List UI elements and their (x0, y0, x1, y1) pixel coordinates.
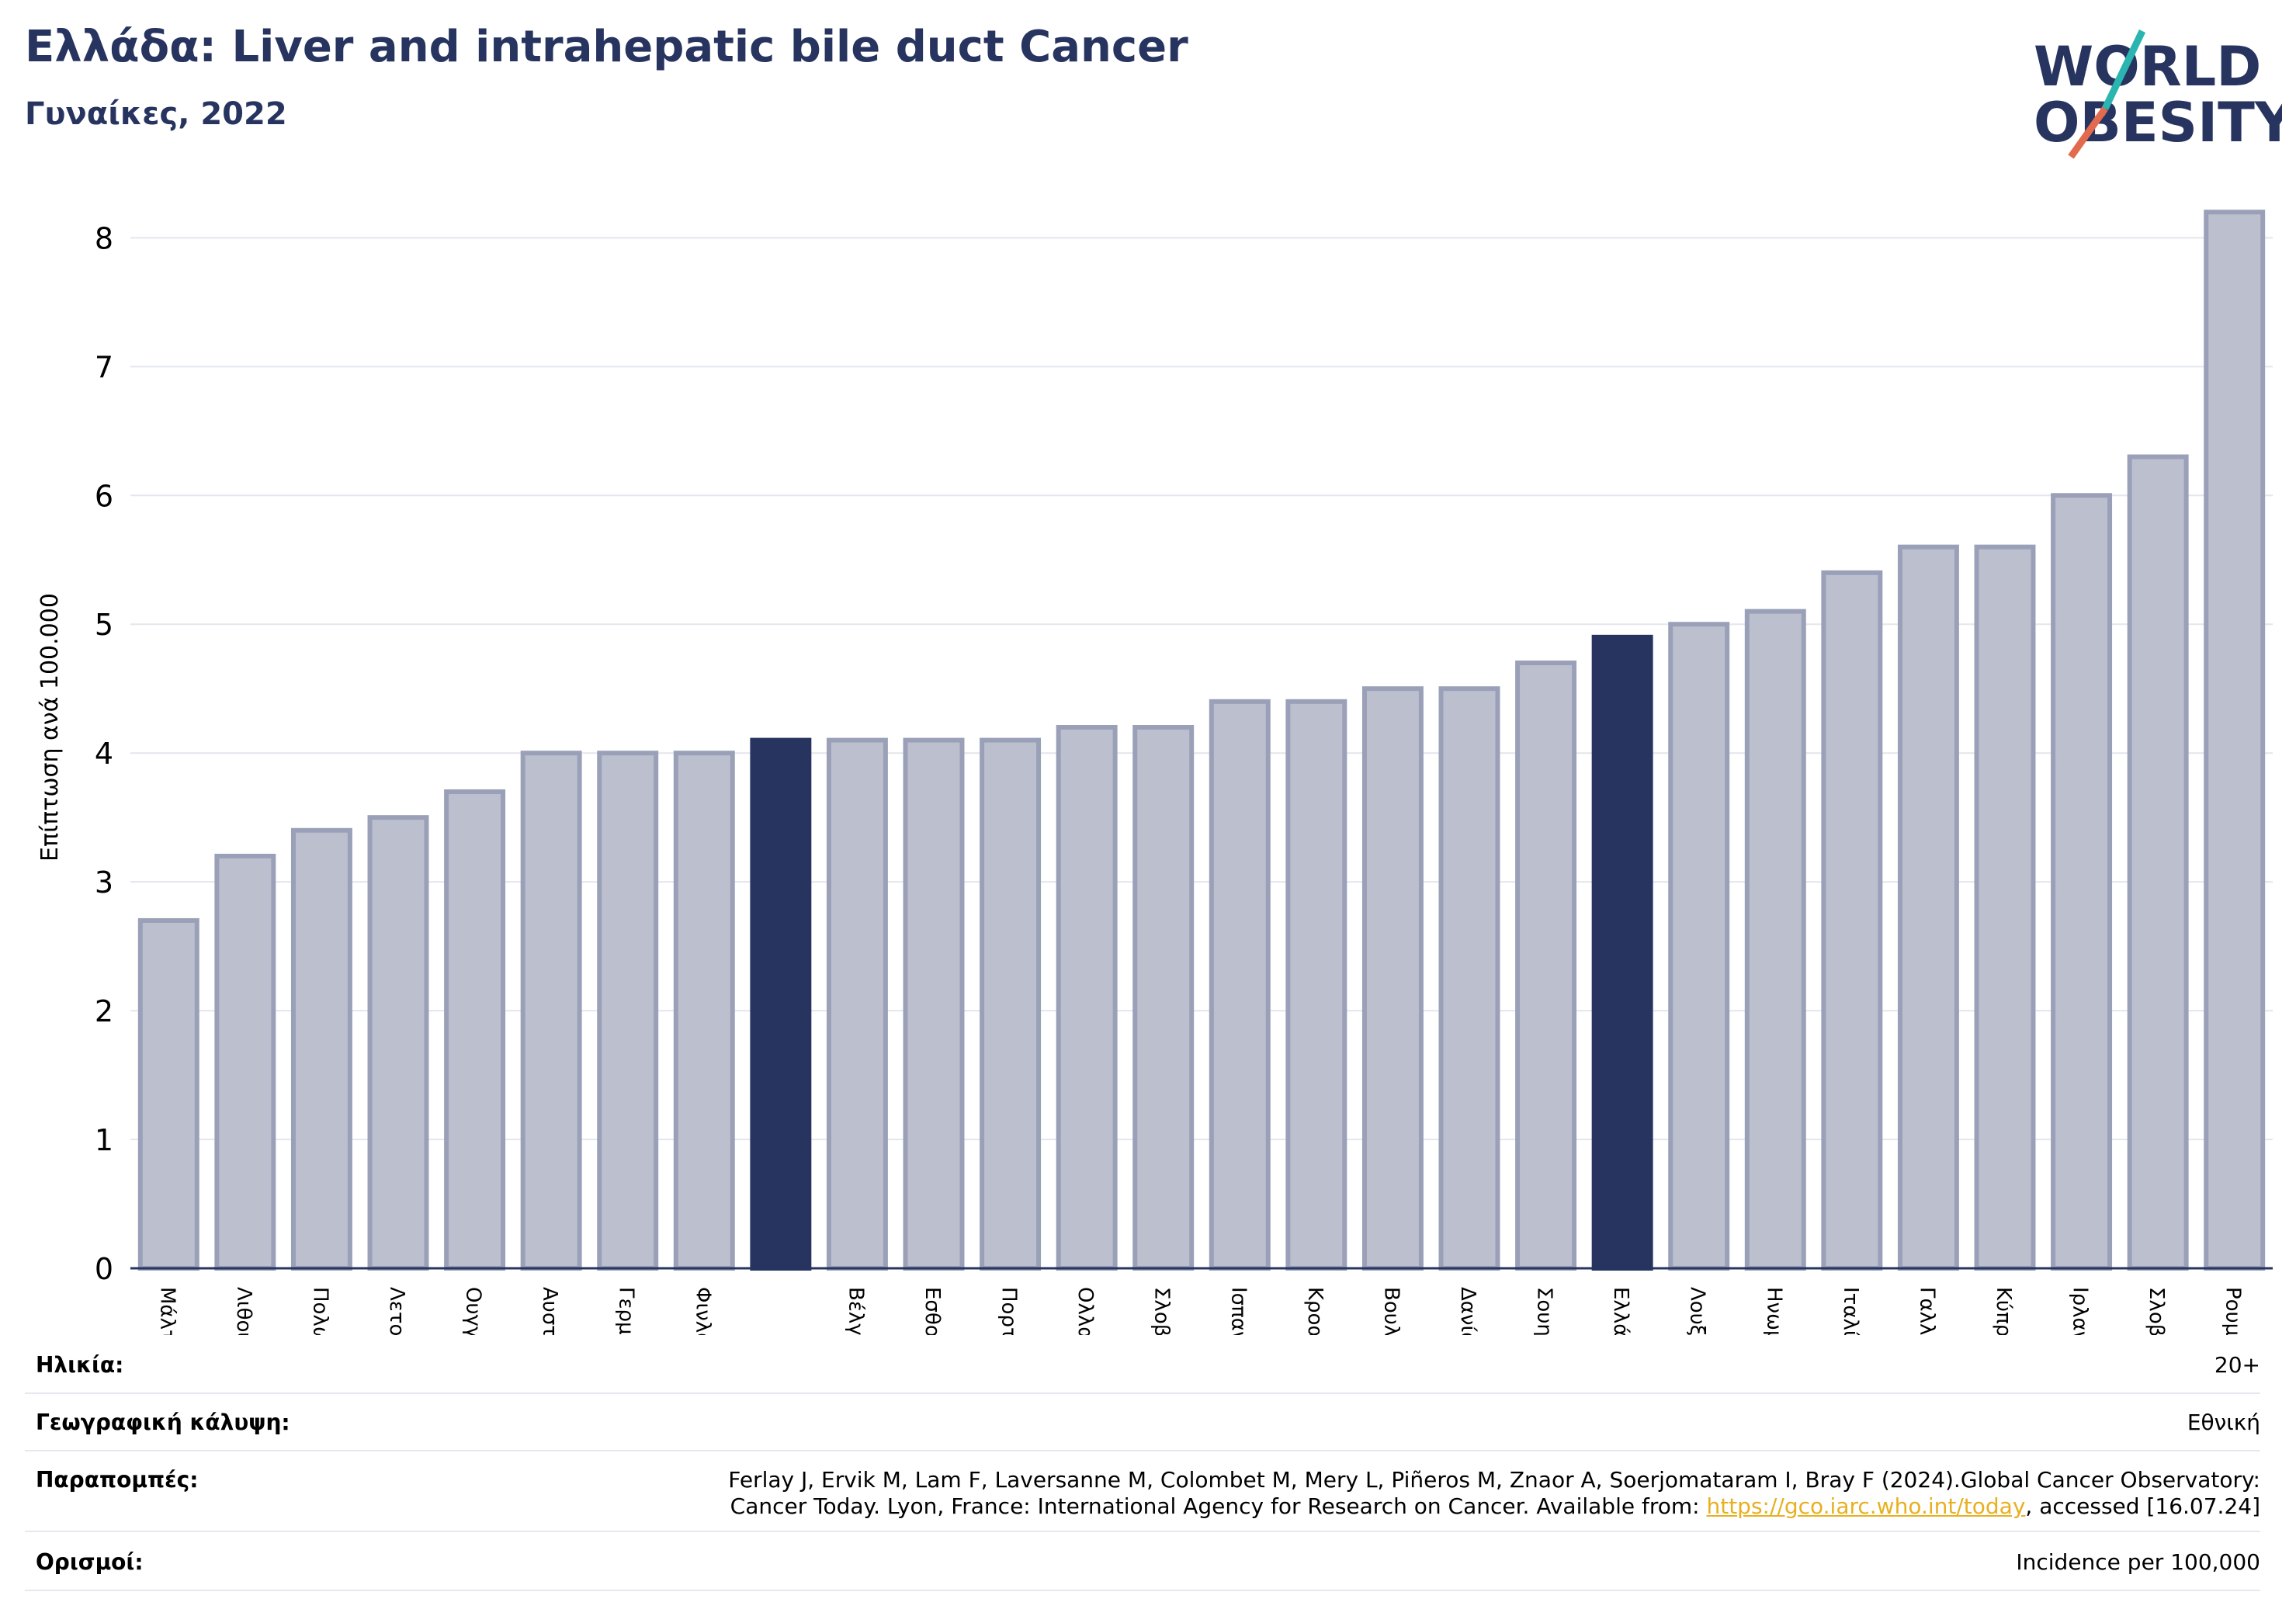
bar (2204, 210, 2266, 1271)
bar-highlight (1591, 634, 1653, 1271)
y-tick-label: 6 (95, 479, 113, 513)
bar (367, 815, 429, 1271)
y-tick-label: 7 (95, 350, 113, 384)
x-tick-label: Λιθουανία (232, 1287, 255, 1335)
y-tick-label: 5 (95, 608, 113, 642)
x-tick-label: Πολωνία (308, 1287, 331, 1335)
meta-row-references: Παραπομπές: Ferlay J, Ervik M, Lam F, La… (25, 1450, 2260, 1532)
bar (1974, 544, 2036, 1271)
x-tick-label: Ιρλανδία (2069, 1287, 2092, 1335)
bar (1668, 622, 1730, 1271)
logo-line1: WORLD (2034, 35, 2261, 99)
bar (520, 751, 582, 1271)
age-value: 20+ (2214, 1352, 2260, 1378)
references-link[interactable]: https://gco.iarc.who.int/today (1706, 1493, 2026, 1519)
x-tick-label: Εσθονία (921, 1287, 944, 1335)
bar (826, 737, 888, 1271)
y-tick-label: 1 (95, 1123, 113, 1157)
bar (1744, 609, 1806, 1271)
x-tick-label: Γερμανία (615, 1287, 638, 1335)
y-axis-label: Επίπτωση ανά 100.000 (36, 593, 64, 862)
page-subtitle: Γυναίκες, 2022 (25, 96, 287, 132)
bar (1515, 661, 1577, 1271)
x-tick-label: Σουηδία (1533, 1287, 1556, 1335)
y-tick-label: 3 (95, 865, 113, 900)
meta-row-definitions: Ορισμοί: Incidence per 100,000 (25, 1531, 2260, 1591)
x-tick-label: Ολλανδία (1073, 1287, 1097, 1335)
y-tick-label: 2 (95, 994, 113, 1028)
logo-slash-teal (2101, 29, 2146, 110)
page-title: Ελλάδα: Liver and intrahepatic bile duct… (25, 22, 1188, 72)
references-line2-text: Cancer Today. Lyon, France: Internationa… (730, 1493, 1707, 1519)
metadata-table: Ηλικία: 20+ Γεωγραφική κάλυψη: Εθνική Πα… (25, 1335, 2260, 1614)
x-tick-label: Ρουμανία (2221, 1287, 2245, 1335)
bar (1056, 725, 1118, 1271)
x-tick-label: Σλοβακία (1150, 1287, 1174, 1335)
x-tick-label: Βέλγιο (844, 1287, 867, 1335)
bar-highlight (750, 737, 812, 1271)
bar (1209, 699, 1271, 1271)
bar (980, 737, 1042, 1271)
bar (1438, 686, 1500, 1271)
age-label: Ηλικία: (36, 1352, 124, 1378)
x-tick-label: Ηνωμένο Βασίλειο (1762, 1287, 1785, 1335)
meta-row-age: Ηλικία: 20+ (25, 1335, 2260, 1394)
y-tick-label: 8 (95, 221, 113, 255)
bar (1132, 725, 1195, 1271)
references-line2-suffix: , accessed [16.07.24] (2025, 1493, 2260, 1519)
definitions-value: Incidence per 100,000 (2016, 1549, 2260, 1575)
bar (2127, 454, 2189, 1271)
x-tick-label: Ουγγαρία (462, 1287, 485, 1335)
x-tick-label: Ελλάδα (1609, 1287, 1632, 1335)
bar (214, 853, 276, 1271)
x-tick-label: Λετονία (385, 1287, 408, 1335)
references-value: Ferlay J, Ervik M, Lam F, Laversanne M, … (728, 1467, 2260, 1520)
bar (903, 737, 965, 1271)
definitions-label: Ορισμοί: (36, 1549, 144, 1575)
x-tick-label: Ισπανία (1226, 1287, 1250, 1335)
x-tick-label: Βουλγαρία (1379, 1287, 1403, 1335)
references-label: Παραπομπές: (36, 1467, 199, 1493)
bar (597, 751, 659, 1271)
y-tick-label: 0 (95, 1252, 113, 1286)
bar (1897, 544, 1959, 1271)
bar (290, 827, 352, 1271)
bar (2051, 493, 2113, 1271)
x-tick-label: Πορτογαλία (997, 1287, 1021, 1335)
bar (1285, 699, 1347, 1271)
x-tick-label: Σλοβενία (2145, 1287, 2168, 1335)
x-tick-label: Γαλλία (1915, 1287, 1938, 1335)
bar-chart: 0 1 2 3 4 5 6 7 8 Επίπτωση ανά 100.000 Μάλτα Λιθουα… (36, 210, 2273, 1335)
logo-slash-red (2068, 106, 2108, 159)
bar (137, 917, 199, 1271)
coverage-value: Εθνική (2187, 1410, 2260, 1435)
x-tick-label: Κροατία (1303, 1287, 1327, 1335)
bar (1361, 686, 1424, 1271)
x-tick-label: Φινλανδία (691, 1287, 714, 1335)
world-obesity-logo: WORLD OBESITY (2034, 29, 2282, 159)
x-tick-label: Ιταλία (1839, 1287, 1862, 1335)
meta-row-coverage: Γεωγραφική κάλυψη: Εθνική (25, 1392, 2260, 1451)
bar (1821, 570, 1883, 1271)
bar (444, 789, 506, 1271)
references-line2: Cancer Today. Lyon, France: Internationa… (728, 1493, 2260, 1520)
x-tick-label: Κύπρος (1992, 1287, 2015, 1335)
bar (673, 751, 735, 1271)
x-tick-label: Μάλτα (155, 1287, 179, 1335)
coverage-label: Γεωγραφική κάλυψη: (36, 1410, 290, 1435)
logo-line2: OBESITY (2034, 91, 2282, 154)
x-tick-label: Αυστρία (538, 1287, 561, 1335)
references-line1: Ferlay J, Ervik M, Lam F, Laversanne M, … (728, 1467, 2260, 1493)
x-tick-label: Λουξεμβούργο (1686, 1287, 1709, 1335)
x-tick-label: Δανία (1456, 1287, 1479, 1335)
y-tick-label: 4 (95, 737, 113, 771)
